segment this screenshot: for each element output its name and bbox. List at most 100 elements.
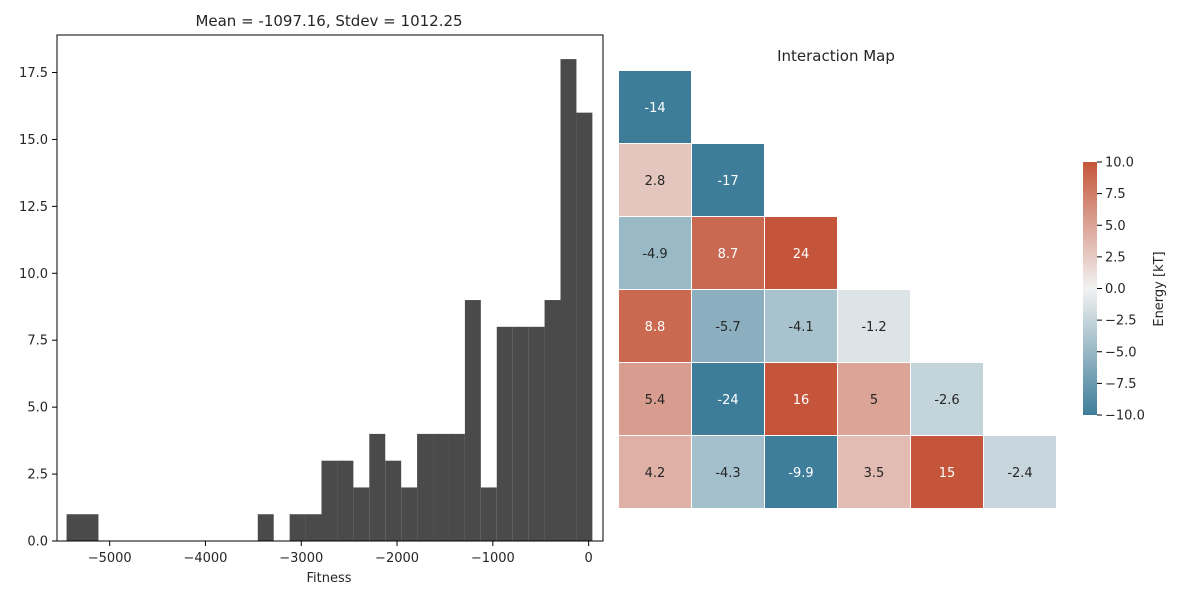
x-tick-label: 0 [584,551,592,566]
heatmap-cell-label: 4.2 [645,466,666,481]
y-tick-label: 2.5 [27,468,48,483]
heatmap-cell [764,289,838,363]
heatmap-cell [618,216,692,290]
x-tick-label: −5000 [88,551,132,566]
colorbar-tick-label: 10.0 [1105,156,1134,171]
y-tick-label: 12.5 [19,200,48,215]
y-tick-label: 15.0 [19,133,48,148]
heatmap-cell-label: -2.4 [1007,466,1032,481]
heatmap-cell [618,70,692,144]
histogram-bar [528,326,545,541]
heatmap-cell-label: 5.4 [645,393,666,408]
colorbar-ticks: 10.0 7.5 5.0 2.5 0.0 −2.5 −5.0 −7.5 −10.0 [1097,156,1145,424]
heatmap-cell-label: -1.2 [861,320,886,335]
heatmap-cell [910,435,984,509]
histogram-bar [480,487,497,541]
x-tick-label: −3000 [279,551,323,566]
histogram-bar [448,433,465,541]
histogram-y-ticks: 0.0 2.5 5.0 7.5 10.0 12.5 15.0 17.5 [19,66,57,550]
histogram-bar [305,514,322,541]
heatmap-cell [691,362,765,436]
histogram-bar [369,433,386,541]
heatmap-cell-label: -4.3 [715,466,740,481]
heatmap-cell [764,362,838,436]
heatmap-cell [764,216,838,290]
heatmap-cell-label: 8.7 [718,247,739,262]
heatmap-cell [764,435,838,509]
histogram-x-ticks: −5000 −4000 −3000 −2000 −1000 0 [88,541,593,566]
colorbar-tick-label: 0.0 [1105,282,1126,297]
histogram-bar [401,487,418,541]
histogram-bar [257,514,274,541]
colorbar-gradient [1083,162,1097,415]
colorbar-tick-label: −5.0 [1105,345,1137,360]
heatmap-cell [691,216,765,290]
histogram-bar [289,514,306,541]
histogram-bar [576,112,593,542]
heatmap-cell [983,435,1057,509]
heatmap-cell-label: 16 [793,393,810,408]
heatmap-title: Interaction Map [777,47,895,65]
colorbar-tick-label: −10.0 [1105,409,1145,424]
x-tick-label: −4000 [183,551,227,566]
histogram-bar [417,433,434,541]
histogram-bar [464,300,481,541]
heatmap-cell-label: 15 [939,466,956,481]
x-tick-label: −1000 [471,551,515,566]
histogram-bar [353,487,370,541]
heatmap-cell-label: 2.8 [645,174,666,189]
heatmap-cell [618,435,692,509]
heatmap-cell-label: 24 [793,247,810,262]
histogram-bar [82,514,99,541]
colorbar-tick-label: 2.5 [1105,250,1126,265]
heatmap-cell [837,435,911,509]
histogram-bar [66,514,83,541]
heatmap-cell-label: -17 [717,174,738,189]
heatmap-cell-label: 5 [870,393,878,408]
y-tick-label: 10.0 [19,267,48,282]
heatmap-cell [837,289,911,363]
histogram-axes-frame [56,34,604,542]
histogram-bar [321,460,338,541]
heatmap-cell-label: -14 [644,101,665,116]
y-tick-label: 0.0 [27,535,48,550]
heatmap-cell [691,143,765,217]
heatmap-cell [691,435,765,509]
histogram-bar [496,326,513,541]
heatmap-cell-label: -4.1 [788,320,813,335]
y-tick-label: 5.0 [27,401,48,416]
colorbar-label: Energy [kT] [1152,251,1167,326]
histogram-bar [433,433,449,541]
heatmap-cell-label: 3.5 [864,466,885,481]
heatmap-cells: -14 2.8 -17 -4.9 8.7 24 8.8 -5.7 -4.1 -1.2 5.4 -24 1… [618,70,1057,509]
y-tick-label: 17.5 [19,66,48,81]
histogram-bar [544,300,561,541]
heatmap-cell-label: -9.9 [788,466,813,481]
histogram-bar [337,460,354,541]
histogram-bar [512,326,529,541]
colorbar: 10.0 7.5 5.0 2.5 0.0 −2.5 −5.0 −7.5 −10.0 Energy… [1083,156,1167,424]
heatmap-cell-label: 8.8 [645,320,666,335]
heatmap-cell-label: -5.7 [715,320,740,335]
heatmap-cell-label: -24 [717,393,738,408]
heatmap-cell-label: -2.6 [934,393,959,408]
colorbar-tick-label: −7.5 [1105,377,1137,392]
heatmap-cell [837,362,911,436]
histogram-x-label: Fitness [306,571,351,586]
histogram-bar [385,460,402,541]
colorbar-tick-label: −2.5 [1105,314,1137,329]
colorbar-tick-label: 5.0 [1105,219,1126,234]
histogram-chart: Mean = -1097.16, Stdev = 1012.25 −5000 −4… [19,12,604,586]
heatmap-cell [618,143,692,217]
heatmap-cell-label: -4.9 [642,247,667,262]
histogram-title: Mean = -1097.16, Stdev = 1012.25 [195,12,462,30]
histogram-bar [560,59,577,541]
heatmap-chart: Interaction Map -14 2.8 -17 -4.9 8.7 24 8.8 -5.… [618,47,1057,509]
heatmap-cell [691,289,765,363]
colorbar-tick-label: 7.5 [1105,187,1126,202]
x-tick-label: −2000 [375,551,419,566]
heatmap-cell [618,362,692,436]
heatmap-cell [910,362,984,436]
y-tick-label: 7.5 [27,334,48,349]
